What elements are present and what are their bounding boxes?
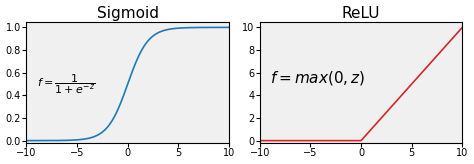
Text: $f = \dfrac{1}{1 + e^{-z}}$: $f = \dfrac{1}{1 + e^{-z}}$: [36, 72, 95, 96]
Text: $f = max(0, z)$: $f = max(0, z)$: [270, 69, 365, 87]
Title: ReLU: ReLU: [342, 6, 380, 20]
Title: Sigmoid: Sigmoid: [97, 6, 159, 20]
